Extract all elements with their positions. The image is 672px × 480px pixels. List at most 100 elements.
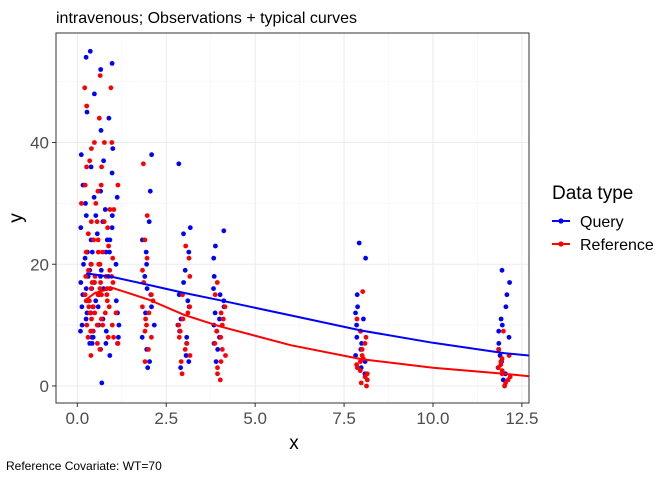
data-point <box>84 109 90 115</box>
data-point <box>96 115 102 121</box>
data-point <box>222 304 228 310</box>
data-point <box>218 310 224 316</box>
x-tick-label: 10.0 <box>416 409 449 428</box>
data-point <box>142 274 148 279</box>
data-point <box>107 267 113 273</box>
data-point <box>94 322 100 328</box>
data-point <box>95 292 101 298</box>
data-point <box>358 380 364 386</box>
data-point <box>100 322 106 328</box>
data-point <box>501 328 506 334</box>
data-point <box>109 322 115 328</box>
y-tick-label: 40 <box>30 134 49 153</box>
data-point <box>107 207 113 212</box>
data-point <box>499 267 505 273</box>
data-point <box>109 61 115 66</box>
data-point <box>359 341 364 346</box>
data-point <box>89 316 94 322</box>
data-point <box>79 322 85 328</box>
data-point <box>218 334 224 340</box>
data-point <box>359 347 365 352</box>
data-point <box>89 146 94 152</box>
data-point <box>211 286 216 291</box>
data-point <box>356 240 362 246</box>
data-point <box>87 341 93 346</box>
data-point <box>87 48 93 54</box>
data-point <box>107 249 112 255</box>
data-point <box>177 328 183 334</box>
typical-curve-query <box>86 272 530 357</box>
data-point <box>88 328 94 334</box>
data-point <box>95 304 101 310</box>
series-reference-points <box>79 73 513 389</box>
data-point <box>181 280 187 285</box>
data-point <box>187 304 193 310</box>
data-point <box>180 316 186 322</box>
data-point <box>87 298 92 304</box>
data-point <box>141 161 146 167</box>
data-point <box>496 328 502 334</box>
data-point <box>83 213 89 219</box>
data-point <box>140 304 145 310</box>
data-point <box>354 316 360 322</box>
data-point <box>116 322 122 328</box>
data-point <box>101 158 106 164</box>
observation-points <box>78 48 513 389</box>
data-point <box>186 255 192 261</box>
data-point <box>218 359 224 364</box>
data-point <box>78 328 83 334</box>
data-point <box>104 292 110 298</box>
data-point <box>217 292 223 298</box>
x-tick-label: 0.0 <box>66 409 90 428</box>
data-point <box>363 255 368 261</box>
x-tick-label: 5.0 <box>243 409 267 428</box>
data-point <box>88 164 94 170</box>
data-point <box>149 152 155 158</box>
data-point <box>147 359 153 364</box>
data-point <box>108 85 114 91</box>
data-point <box>79 201 84 206</box>
data-point <box>215 371 220 377</box>
data-point <box>82 85 88 91</box>
data-point <box>354 322 359 328</box>
data-point <box>85 334 91 340</box>
data-point <box>186 249 192 255</box>
data-point <box>101 219 107 225</box>
data-point <box>115 341 121 346</box>
data-point <box>102 207 108 212</box>
data-point <box>94 219 100 225</box>
panel-border <box>55 32 530 404</box>
data-point <box>217 377 223 383</box>
data-point <box>146 347 151 352</box>
data-point <box>212 292 218 298</box>
data-point <box>496 365 501 371</box>
data-point <box>213 243 218 249</box>
data-point <box>95 341 100 346</box>
x-tick-label: 2.5 <box>154 409 178 428</box>
data-point <box>92 280 97 285</box>
data-point <box>217 316 222 322</box>
plot-panel <box>55 32 530 404</box>
data-point <box>98 127 104 133</box>
data-point <box>496 347 502 352</box>
data-point <box>95 237 101 243</box>
data-point <box>102 310 108 316</box>
data-point <box>90 334 96 340</box>
data-point <box>107 237 113 243</box>
data-point <box>81 261 86 267</box>
legend-label-reference: Reference <box>580 237 654 254</box>
data-point <box>78 280 84 285</box>
data-point <box>220 316 226 322</box>
chart-title: intravenous; Observations + typical curv… <box>56 10 357 27</box>
data-point <box>95 188 101 194</box>
data-point <box>105 334 111 340</box>
data-point <box>114 194 120 200</box>
grid <box>56 33 529 403</box>
data-point <box>179 371 185 377</box>
y-tick-label: 20 <box>30 255 49 274</box>
y-axis-title: y <box>6 213 27 223</box>
data-point <box>362 341 368 346</box>
data-point <box>109 225 115 231</box>
data-point <box>142 237 148 243</box>
typical-curves <box>85 272 530 378</box>
